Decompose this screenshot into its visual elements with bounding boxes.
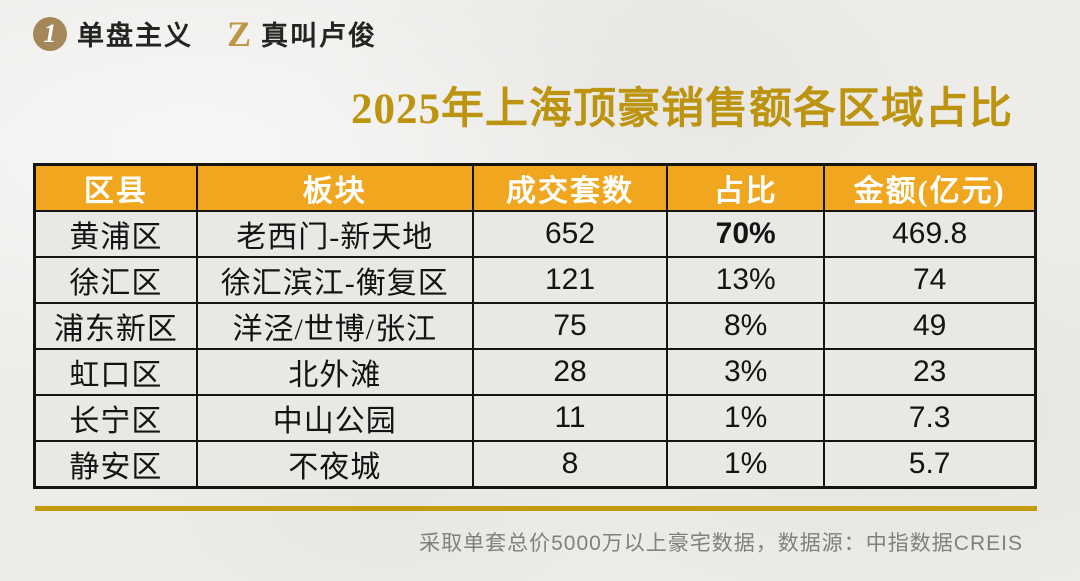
cell-district: 浦东新区: [33, 302, 198, 350]
cell-units: 652: [471, 210, 669, 258]
cell-area: 不夜城: [195, 440, 474, 489]
cell-units: 121: [471, 256, 669, 304]
gold-divider-line: [35, 506, 1037, 511]
cell-share: 1%: [666, 394, 826, 442]
cell-units: 75: [471, 302, 669, 350]
cell-area: 中山公园: [195, 394, 474, 442]
table-row: 黄浦区 老西门-新天地 652 70% 469.8: [33, 210, 1037, 258]
cell-district: 长宁区: [33, 394, 198, 442]
brand-bar: 1 单盘主义 Z 真叫卢俊: [33, 14, 377, 53]
cell-share: 3%: [666, 348, 826, 396]
cell-amount: 5.7: [823, 440, 1037, 489]
table-row: 长宁区 中山公园 11 1% 7.3: [33, 394, 1037, 442]
table-header-row: 区县 板块 成交套数 占比 金额(亿元): [33, 163, 1037, 212]
cell-amount: 469.8: [823, 210, 1037, 258]
cell-units: 11: [471, 394, 669, 442]
table-body: 黄浦区 老西门-新天地 652 70% 469.8 徐汇区 徐汇滨江-衡复区 1…: [33, 210, 1037, 489]
sales-table: 区县 板块 成交套数 占比 金额(亿元) 黄浦区 老西门-新天地 652 70%…: [33, 163, 1037, 489]
page-title: 2025年上海顶豪销售额各区域占比: [351, 86, 1013, 133]
cell-share: 8%: [666, 302, 826, 350]
table-row: 虹口区 北外滩 28 3% 23: [33, 348, 1037, 396]
cell-area: 洋泾/世博/张江: [195, 302, 474, 350]
cell-amount: 7.3: [823, 394, 1037, 442]
logo-zhenjiaolujun: Z 真叫卢俊: [227, 14, 377, 53]
cell-share: 13%: [666, 256, 826, 304]
col-header-share: 占比: [666, 163, 826, 212]
cell-share-highlight: 70%: [666, 210, 826, 258]
cell-district: 徐汇区: [33, 256, 198, 304]
data-source-note: 采取单套总价5000万以上豪宅数据，数据源：中指数据CREIS: [419, 532, 1023, 555]
cell-district: 静安区: [33, 440, 198, 489]
col-header-units: 成交套数: [471, 163, 669, 212]
cell-units: 8: [471, 440, 669, 489]
logo-zhenjiaolujun-label: 真叫卢俊: [261, 21, 378, 51]
table-row: 浦东新区 洋泾/世博/张江 75 8% 49: [33, 302, 1037, 350]
circle-1-icon: 1: [33, 16, 67, 51]
z-icon: Z: [227, 13, 252, 54]
cell-amount: 23: [823, 348, 1037, 396]
cell-amount: 49: [823, 302, 1037, 350]
cell-area: 徐汇滨江-衡复区: [195, 256, 474, 304]
col-header-area: 板块: [195, 163, 474, 212]
col-header-district: 区县: [33, 163, 198, 212]
logo-danpanzhuyi-label: 单盘主义: [77, 21, 193, 51]
cell-share: 1%: [666, 440, 826, 489]
cell-district: 虹口区: [33, 348, 198, 396]
cell-area: 北外滩: [195, 348, 474, 396]
table-row: 静安区 不夜城 8 1% 5.7: [33, 440, 1037, 489]
logo-danpanzhuyi: 1 单盘主义: [33, 14, 193, 53]
col-header-amount: 金额(亿元): [823, 163, 1037, 212]
cell-amount: 74: [823, 256, 1037, 304]
table-row: 徐汇区 徐汇滨江-衡复区 121 13% 74: [33, 256, 1037, 304]
cell-units: 28: [471, 348, 669, 396]
cell-district: 黄浦区: [33, 210, 198, 258]
cell-area: 老西门-新天地: [195, 210, 474, 258]
